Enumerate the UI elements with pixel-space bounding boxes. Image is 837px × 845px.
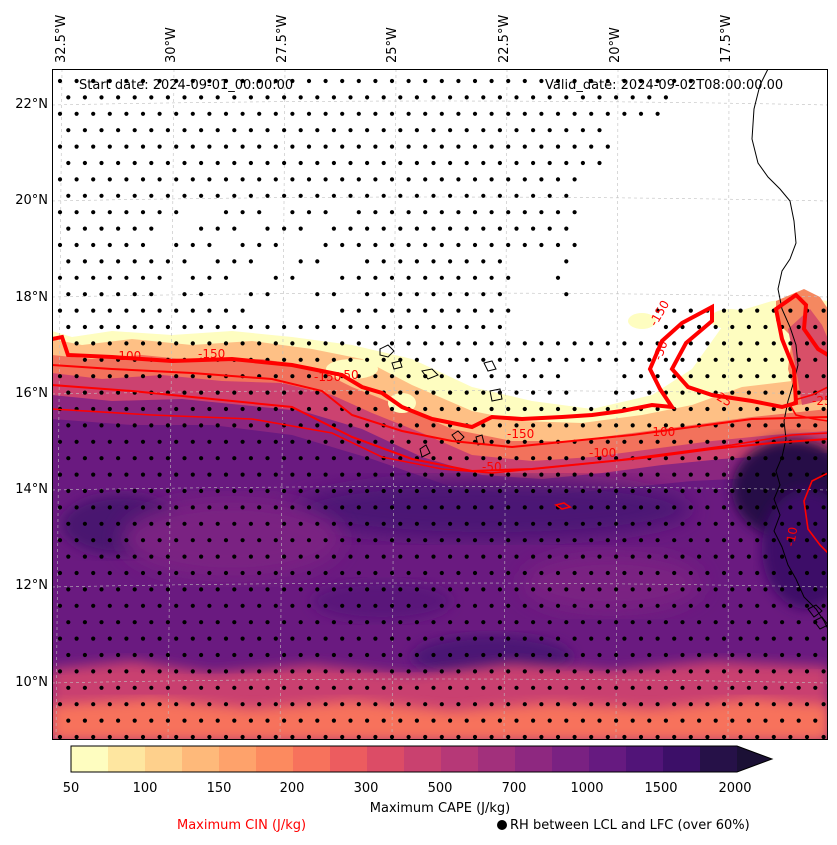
contour-label: -10 <box>783 526 800 548</box>
cape-verde-island <box>391 360 403 370</box>
lon-label: 27.5°W <box>275 14 290 63</box>
valid-date-label: Valid_date: 2024-09-02T08:00:00.00 <box>545 78 784 93</box>
colorbar-segment <box>589 746 626 772</box>
cape-verde-island <box>451 430 465 444</box>
cape-verde-island <box>379 344 395 358</box>
contour-label: -25 <box>812 394 828 408</box>
colorbar-segment <box>293 746 330 772</box>
lon-label: 30°W <box>164 27 179 63</box>
colorbar-segment <box>626 746 663 772</box>
cin-contour-thick <box>52 292 828 430</box>
colorbar-segment <box>700 746 737 772</box>
colorbar-tick: 200 <box>279 781 305 796</box>
cape-verde-island <box>483 360 497 372</box>
colorbar-tick: 50 <box>62 781 80 796</box>
colorbar-segment <box>71 746 108 772</box>
colorbar-extend-arrow <box>737 746 772 772</box>
colorbar-segment <box>330 746 367 772</box>
contour-label: -100 <box>589 446 616 460</box>
cin-contour <box>803 472 828 554</box>
cape-verde-island <box>489 388 503 402</box>
colorbar-segment <box>145 746 182 772</box>
colorbar-segment <box>478 746 515 772</box>
cin-contour <box>554 502 572 510</box>
cin-contour <box>788 386 828 422</box>
colorbar-segment <box>552 746 589 772</box>
colorbar-tick: 1500 <box>644 781 678 796</box>
cin-contours <box>52 292 828 554</box>
cape-colorbar <box>70 745 774 773</box>
lon-label: 17.5°W <box>719 14 734 63</box>
colorbar-tick: 150 <box>206 781 232 796</box>
bijagos-islands <box>807 604 828 630</box>
colorbar-segment <box>108 746 145 772</box>
lat-label: 18°N <box>15 290 48 305</box>
lon-label: 20°W <box>608 27 623 63</box>
start-date-label: Start date: 2024-09-01_00:00:00 <box>79 78 294 93</box>
contour-label: -150 <box>507 427 534 441</box>
rh-legend: RH between LCL and LFC (over 60%) <box>497 818 750 833</box>
colorbar-segment <box>663 746 700 772</box>
colorbar-tick: 2000 <box>718 781 752 796</box>
contour-label: -50 <box>651 339 671 362</box>
contour-label: -50 <box>482 460 502 474</box>
rh-stippling <box>57 78 826 740</box>
contour-label: -50 <box>339 368 359 382</box>
colorbar-segment <box>367 746 404 772</box>
colorbar-tick: 700 <box>501 781 527 796</box>
lat-label: 14°N <box>15 482 48 497</box>
lat-label: 10°N <box>15 675 48 690</box>
map-panel: -100 -150 -150 -50 -150 -50 -100 -150 -2… <box>52 69 828 740</box>
colorbar-tick: 100 <box>132 781 158 796</box>
rh-legend-label: RH between LCL and LFC (over 60%) <box>510 818 750 833</box>
contour-label: -150 <box>198 347 225 361</box>
colorbar-title: Maximum CAPE (J/kg) <box>369 801 511 816</box>
colorbar-tick: 1000 <box>570 781 604 796</box>
cin-contour <box>52 364 828 449</box>
colorbar-segment <box>256 746 293 772</box>
cin-contour <box>52 408 828 474</box>
colorbar-segment <box>182 746 219 772</box>
dot-icon <box>497 820 507 830</box>
lon-label: 32.5°W <box>54 14 69 63</box>
lat-label: 22°N <box>15 97 48 112</box>
contour-label: -150 <box>314 370 341 384</box>
lat-label: 16°N <box>15 386 48 401</box>
lat-label: 12°N <box>15 578 48 593</box>
lon-label: 25°W <box>385 27 400 63</box>
cape-verde-island <box>421 368 439 380</box>
colorbar-tick: 300 <box>353 781 379 796</box>
colorbar-tick: 500 <box>427 781 453 796</box>
colorbar-segment <box>515 746 552 772</box>
contour-label: -100 <box>114 349 141 363</box>
cape-verde-island <box>419 444 431 458</box>
cape-verde-island <box>475 434 485 446</box>
cin-legend-label: Maximum CIN (J/kg) <box>177 818 307 833</box>
colorbar-segment <box>404 746 441 772</box>
lat-label: 20°N <box>15 193 48 208</box>
colorbar-segment <box>441 746 478 772</box>
colorbar-segment <box>219 746 256 772</box>
gridlines <box>52 69 828 740</box>
lon-label: 22.5°W <box>497 14 512 63</box>
contour-label: -100 <box>648 425 675 439</box>
